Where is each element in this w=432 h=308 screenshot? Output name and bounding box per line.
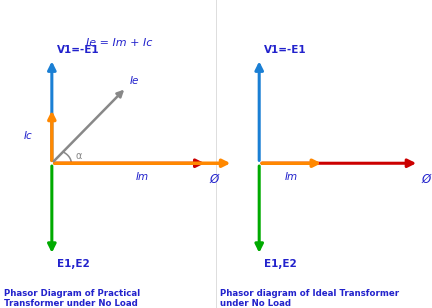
Text: Im: Im [285,172,298,182]
Text: α: α [76,151,82,161]
Text: Phasor diagram of Ideal Transformer
under No Load: Phasor diagram of Ideal Transformer unde… [220,289,400,308]
Text: Ic: Ic [24,131,32,140]
Text: Ie = Im + Ic: Ie = Im + Ic [86,38,153,48]
Text: Phasor Diagram of Practical
Transformer under No Load: Phasor Diagram of Practical Transformer … [4,289,140,308]
Text: V1=-E1: V1=-E1 [264,46,307,55]
Text: Im: Im [136,172,149,182]
Text: Ø: Ø [210,172,219,185]
Text: Ie: Ie [130,76,139,86]
Text: E1,E2: E1,E2 [57,259,90,269]
Text: E1,E2: E1,E2 [264,259,297,269]
Text: V1=-E1: V1=-E1 [57,46,100,55]
Text: Ø: Ø [421,172,430,185]
